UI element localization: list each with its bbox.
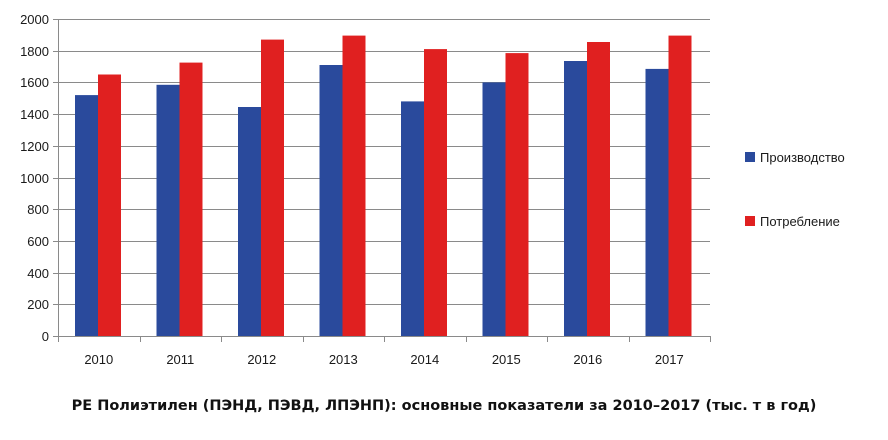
bar-production-2017: [645, 68, 669, 337]
y-tick-label: 1800: [20, 44, 49, 59]
y-tick-label: 400: [27, 266, 49, 281]
y-tick-label: 1000: [20, 171, 49, 186]
bar-consumption-2017: [668, 35, 692, 336]
bar-production-2011: [156, 84, 180, 336]
bar-production-2014: [401, 101, 424, 337]
bar-consumption-2012: [261, 39, 284, 336]
bar-production-2015: [482, 82, 506, 337]
legend: Производство Потребление: [745, 150, 845, 229]
x-tick-label: 2010: [84, 352, 113, 367]
bar-consumption-2010: [98, 74, 121, 336]
bar-production-2013: [319, 65, 343, 336]
legend-swatch-consumption: [745, 216, 755, 226]
y-tick-label: 2000: [20, 12, 49, 27]
x-tick-label: 2011: [166, 352, 194, 367]
gridlines: [58, 19, 710, 337]
legend-swatch-production: [745, 152, 755, 162]
x-tick-label: 2014: [410, 352, 439, 367]
bar-consumption-2016: [587, 42, 610, 336]
chart-caption: PE Полиэтилен (ПЭНД, ПЭВД, ЛПЭНП): основ…: [71, 398, 817, 414]
x-tick-label: 2012: [247, 352, 276, 367]
legend-label-consumption: Потребление: [760, 214, 840, 229]
y-tick-label: 800: [27, 202, 49, 217]
x-axis: 2010 2011 2012 2013 2014 2015 2016 2017: [58, 336, 711, 367]
y-tick-label: 1600: [20, 75, 49, 90]
y-axis: 0 200 400 600 800 1000 1200 1400 1600 1800 2000: [20, 12, 59, 344]
bar-consumption-2013: [342, 35, 366, 336]
bar-production-2012: [238, 107, 261, 336]
bar-consumption-2011: [179, 62, 203, 336]
y-tick-label: 200: [27, 297, 49, 312]
x-tick-label: 2016: [573, 352, 602, 367]
bar-consumption-2014: [424, 49, 447, 336]
bar-chart: 0 200 400 600 800 1000 1200 1400 1600 1800 2000 20…: [20, 12, 845, 367]
bar-production-2016: [564, 61, 587, 336]
x-tick-label: 2013: [329, 352, 358, 367]
x-tick-label: 2015: [492, 352, 521, 367]
y-tick-label: 1200: [20, 139, 49, 154]
bars: [75, 35, 692, 337]
legend-label-production: Производство: [760, 150, 845, 165]
y-tick-label: 600: [27, 234, 49, 249]
y-tick-label: 1400: [20, 107, 49, 122]
bar-production-2010: [75, 95, 98, 336]
x-tick-label: 2017: [655, 352, 684, 367]
y-tick-label: 0: [42, 329, 49, 344]
bar-consumption-2015: [505, 53, 529, 336]
